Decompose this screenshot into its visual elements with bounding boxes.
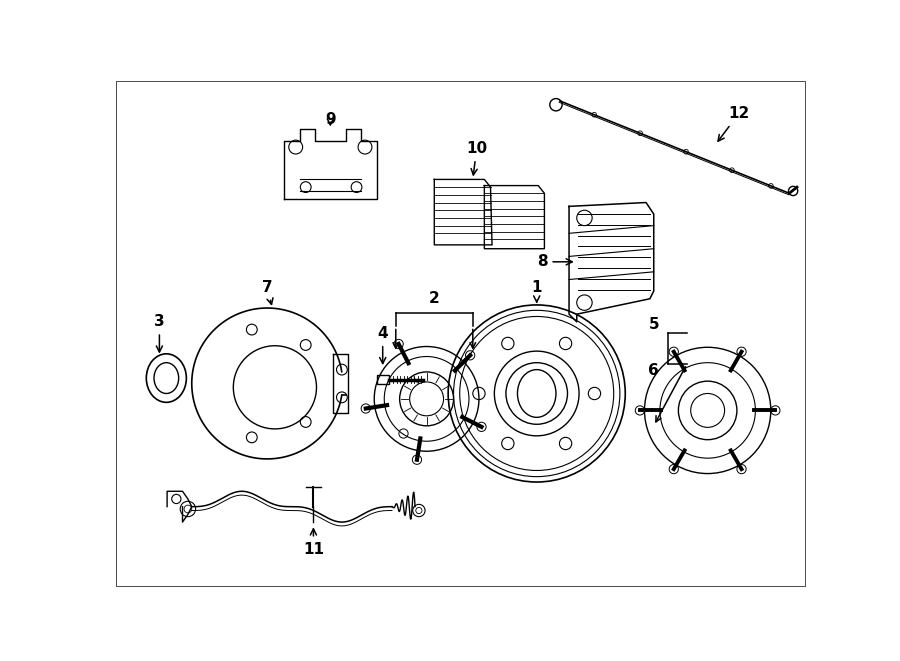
Bar [376,375,389,384]
Text: 11: 11 [303,529,324,557]
Text: 9: 9 [325,112,336,127]
Text: 10: 10 [466,141,487,175]
Text: 7: 7 [262,280,273,305]
Text: 1: 1 [532,280,542,302]
Text: 12: 12 [718,106,749,141]
Text: 5: 5 [648,317,659,332]
Text: 6: 6 [648,363,659,378]
Text: 4: 4 [377,326,388,364]
Text: 8: 8 [536,254,572,269]
Text: 2: 2 [429,292,440,306]
Text: 3: 3 [154,315,165,352]
